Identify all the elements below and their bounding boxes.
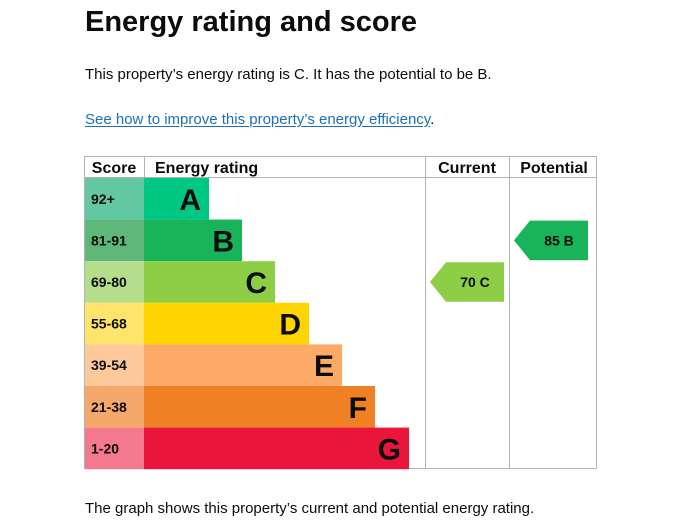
potential-column-header: Potential [520,160,588,177]
score-cell-f [85,386,144,428]
score-range-a: 92+ [91,191,115,207]
rating-letter-e: E [314,350,334,383]
rating-letter-d: D [279,309,301,342]
score-range-e: 39-54 [91,357,127,373]
rating-bar-d [144,302,309,345]
score-cell-b [85,219,144,262]
current-rating-arrow [430,262,504,302]
current-column-header: Current [438,160,496,177]
rating-letter-a: A [179,184,201,217]
rating-indicators: 70 C 85 B [430,220,588,302]
rating-letter-g: G [378,433,401,466]
rating-bar-e [144,344,342,386]
potential-rating-arrow [514,220,588,261]
score-range-b: 81-91 [91,232,127,248]
rating-bar-c [144,261,275,303]
score-range-c: 69-80 [91,274,127,290]
score-range-d: 55-68 [91,316,127,332]
rating-letter-f: F [349,392,367,425]
energy-rating-column-header: Energy rating [155,160,258,177]
rating-bar-g [144,427,409,470]
score-cell-c [85,261,144,303]
rating-bar-a [144,178,209,220]
chart-caption: The graph shows this property’s current … [85,500,535,517]
score-cell-e [85,344,144,386]
rating-bar-b [144,219,242,262]
energy-rating-summary: This property’s energy rating is C. It h… [85,66,492,83]
improve-link-suffix: . [430,111,435,128]
improve-efficiency-line: See how to improve this property’s energ… [85,110,434,130]
potential-rating-label: 85 B [544,232,574,248]
improve-efficiency-link[interactable]: See how to improve this property’s energ… [85,111,431,128]
score-range-f: 21-38 [91,399,127,415]
page-title: Energy rating and score [85,6,417,38]
score-column-header: Score [92,160,137,177]
rating-letter-b: B [212,225,234,258]
score-range-g: 1-20 [91,440,119,456]
rating-bands: 92+ A 81-91 B 69-80 C 55-68 D 39-54 E 21-38 F 1-20 G [85,178,409,470]
rating-bar-f [144,386,375,428]
rating-letter-c: C [245,267,267,300]
current-rating-label: 70 C [460,274,490,290]
score-cell-d [85,302,144,345]
score-cell-g [85,427,144,470]
score-cell-a [85,178,144,220]
